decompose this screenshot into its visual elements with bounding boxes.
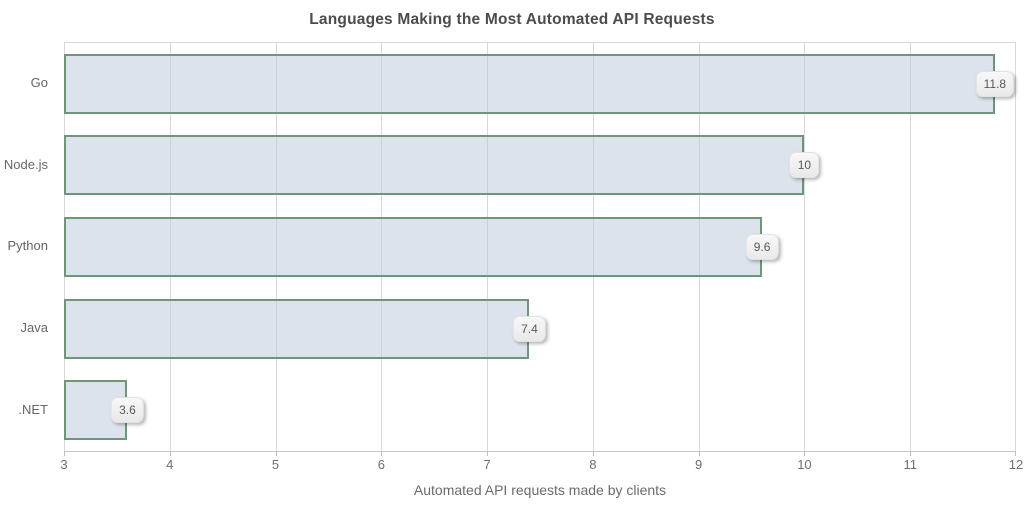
bar-row-node-js: 10 [64, 125, 1016, 207]
tick-mark-5 [275, 451, 277, 456]
y-label-net: .NET [18, 401, 48, 417]
chart-title: Languages Making the Most Automated API … [309, 11, 715, 28]
x-tick-label-5: 5 [271, 457, 280, 472]
x-axis-tick-labels: 3 4 5 6 7 8 9 10 11 12 [60, 457, 1023, 473]
gridline-x-12 [1015, 43, 1016, 451]
value-badge-java: 7.4 [513, 315, 546, 342]
value-badge-node-js: 10 [789, 152, 820, 179]
x-tick-label-9: 9 [695, 457, 703, 472]
gridline-x-11 [910, 43, 912, 451]
x-axis-label: Automated API requests made by clients [413, 482, 667, 498]
bar-go [64, 53, 995, 114]
bar-java [64, 298, 530, 359]
tick-mark-10 [804, 451, 806, 456]
value-badge-net: 3.6 [111, 397, 144, 424]
tick-mark-4 [169, 451, 171, 456]
value-badge-go: 11.8 [975, 70, 1015, 97]
tick-mark-12 [1015, 451, 1016, 456]
x-tick-label-6: 6 [377, 457, 385, 472]
tick-mark-6 [381, 451, 383, 456]
y-axis-labels: Go Node.js Python Java .NET [0, 42, 48, 450]
x-tick-label-12: 12 [1008, 457, 1024, 472]
gridline-x-10 [804, 43, 806, 451]
bar-python [64, 216, 763, 277]
bar-row-java: 7.4 [64, 288, 1016, 370]
y-label-java: Java [20, 320, 48, 336]
x-tick-label-10: 10 [797, 457, 812, 472]
tick-mark-11 [910, 451, 912, 456]
bar-node-js [64, 135, 805, 196]
tick-mark-3 [64, 451, 65, 456]
x-tick-label-4: 4 [166, 457, 174, 472]
x-tick-label-8: 8 [589, 457, 597, 472]
tick-mark-8 [592, 451, 594, 456]
bar-row-python: 9.6 [64, 206, 1016, 288]
x-tick-label-7: 7 [483, 457, 491, 472]
y-label-go: Go [30, 75, 48, 91]
x-tick-label-11: 11 [903, 457, 917, 472]
tick-mark-9 [698, 451, 700, 456]
tick-mark-7 [487, 451, 489, 456]
y-label-node-js: Node.js [3, 156, 48, 172]
x-tick-label-3: 3 [60, 457, 68, 472]
bar-row-go: 11.8 [64, 43, 1016, 125]
value-badge-python: 9.6 [745, 233, 779, 260]
x-axis-tick-marks [64, 450, 1016, 456]
bar-row-net: 3.6 [64, 369, 1016, 451]
y-label-python: Python [7, 238, 48, 254]
plot-area: 11.8 10 9.6 7.4 3.6 [64, 42, 1016, 452]
